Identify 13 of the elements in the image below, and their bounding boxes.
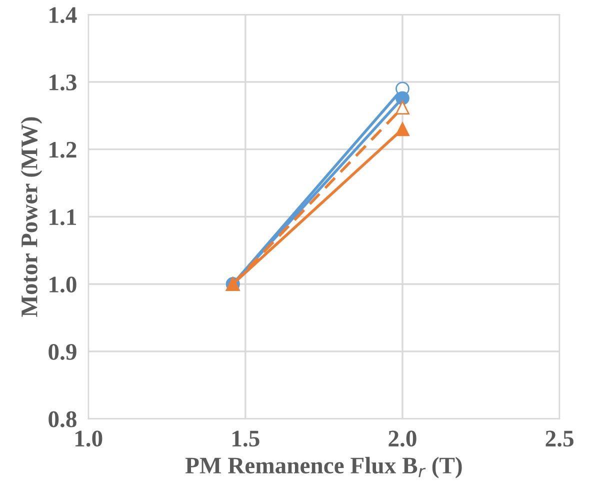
y-tick-label: 1.4 [50, 7, 77, 24]
x-tick-label: 2.5 [546, 430, 574, 447]
y-tick-label: 0.9 [48, 344, 76, 360]
y-axis-title: Motor Power (MW) [20, 117, 42, 317]
x-axis-title: PM Remanence Flux B$_{r}$ (T) [185, 456, 462, 478]
y-tick-label: 1.1 [50, 209, 76, 226]
x-tick-label: 1.5 [232, 430, 260, 447]
x-tick-label: 2.0 [388, 430, 416, 447]
y-tick-label: 1.3 [50, 74, 76, 91]
x-tick-label: 1.0 [75, 430, 102, 447]
y-tick-label: 1.2 [50, 142, 76, 158]
y-tick-label: 0.8 [48, 411, 76, 428]
y-tick-label: 1.0 [50, 276, 76, 293]
